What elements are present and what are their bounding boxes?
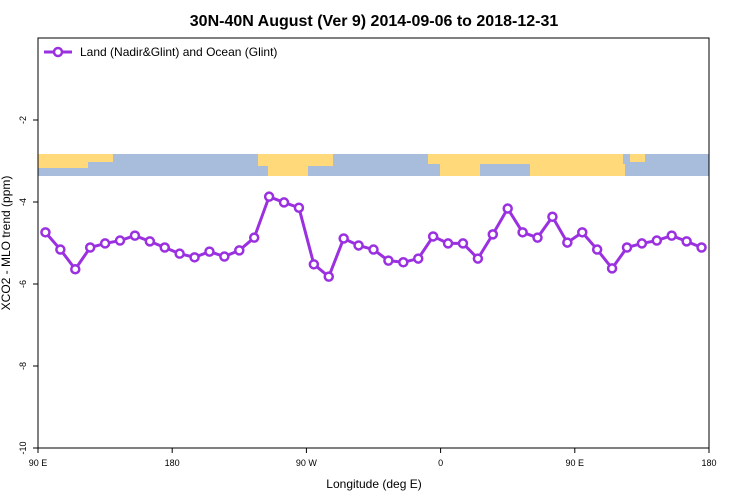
data-point	[159, 242, 170, 253]
data-point	[383, 255, 394, 266]
data-point	[606, 263, 618, 274]
data-point	[278, 197, 290, 208]
data-point	[412, 253, 424, 264]
series-line	[44, 194, 703, 280]
legend-label: Land (Nadir&Glint) and Ocean (Glint)	[80, 45, 277, 59]
data-point	[189, 252, 200, 263]
data-point	[651, 235, 663, 246]
y-tick-label: -4	[18, 198, 28, 206]
data-point	[204, 246, 215, 257]
data-point	[55, 244, 66, 255]
data-point	[70, 263, 81, 275]
data-point	[517, 227, 528, 238]
y-tick-label: -6	[18, 280, 28, 288]
data-point	[681, 236, 692, 247]
data-point	[577, 227, 588, 238]
data-point	[502, 203, 513, 214]
data-point	[219, 251, 230, 262]
data-point	[696, 242, 707, 253]
data-point	[263, 191, 275, 202]
data-point	[398, 257, 409, 268]
data-point	[308, 259, 320, 270]
data-point	[666, 230, 677, 241]
data-point	[442, 238, 454, 249]
data-point	[472, 253, 484, 264]
y-tick-label: -8	[18, 362, 28, 370]
data-point	[338, 233, 349, 244]
x-tick-label: 180	[701, 458, 716, 468]
y-axis-label: XCO2 - MLO trend (ppm)	[0, 176, 13, 311]
x-axis-label: Longitude (deg E)	[326, 477, 421, 491]
y-tick-label: -2	[18, 116, 28, 124]
data-point	[532, 232, 543, 243]
data-point	[293, 202, 305, 213]
data-point	[174, 248, 185, 259]
legend: Land (Nadir&Glint) and Ocean (Glint)	[44, 45, 277, 59]
legend-marker	[52, 46, 64, 58]
data-point	[487, 229, 499, 240]
x-tick-label: 90 W	[296, 458, 318, 468]
data-point	[427, 231, 439, 242]
data-point	[353, 240, 364, 251]
data-point	[84, 242, 96, 253]
data-point	[234, 245, 245, 256]
data-point	[40, 227, 51, 238]
data-point	[114, 235, 126, 246]
y-tick-label: -10	[18, 441, 28, 454]
data-point	[248, 232, 260, 243]
data-point	[457, 238, 469, 249]
data-point	[144, 236, 156, 247]
data-point	[368, 244, 379, 255]
data-point	[99, 238, 111, 249]
data-point	[621, 242, 633, 253]
data-point	[636, 238, 648, 249]
data-point	[547, 211, 558, 223]
map-strip	[38, 154, 709, 176]
x-tick-label: 90 E	[29, 458, 48, 468]
x-tick-label: 180	[165, 458, 180, 468]
chart-title: 30N-40N August (Ver 9) 2014-09-06 to 201…	[190, 13, 559, 30]
x-tick-label: 0	[438, 458, 443, 468]
data-point	[129, 230, 141, 241]
plot-frame	[37, 37, 710, 449]
data-point	[562, 237, 573, 248]
data-point	[591, 244, 603, 255]
x-tick-label: 90 E	[566, 458, 585, 468]
data-point	[323, 271, 335, 282]
